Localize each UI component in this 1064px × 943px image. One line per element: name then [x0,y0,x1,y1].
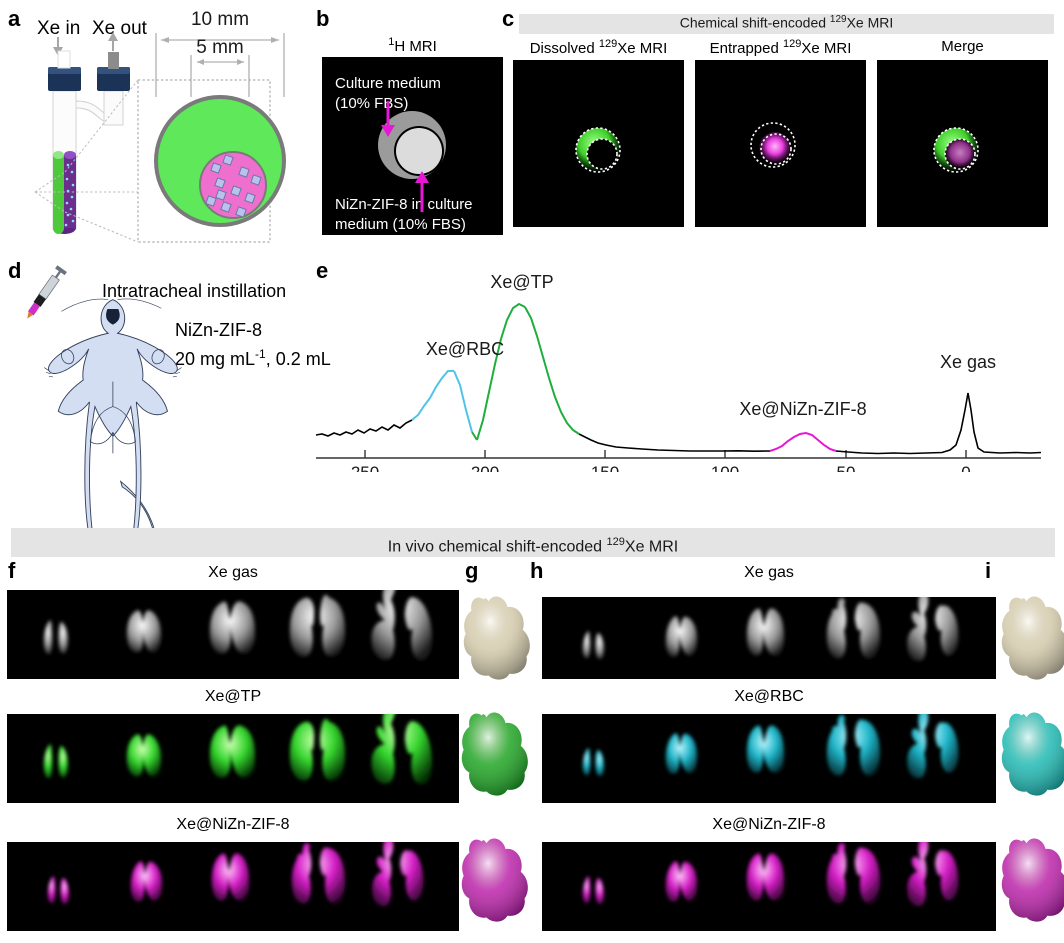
svg-text:150: 150 [591,463,619,472]
svg-text:50: 50 [837,463,856,472]
svg-text:Xe@TP: Xe@TP [490,272,553,292]
svg-text:Xe@RBC: Xe@RBC [426,339,504,359]
svg-text:Xe gas: Xe gas [940,352,996,372]
svg-text:10 mm: 10 mm [191,9,249,30]
svg-text:0: 0 [961,463,970,472]
svg-text:5 mm: 5 mm [196,37,244,58]
svg-text:Xe@NiZn-ZIF-8: Xe@NiZn-ZIF-8 [739,399,866,419]
svg-text:250: 250 [351,463,379,472]
svg-text:100: 100 [711,463,739,472]
svg-text:200: 200 [471,463,499,472]
